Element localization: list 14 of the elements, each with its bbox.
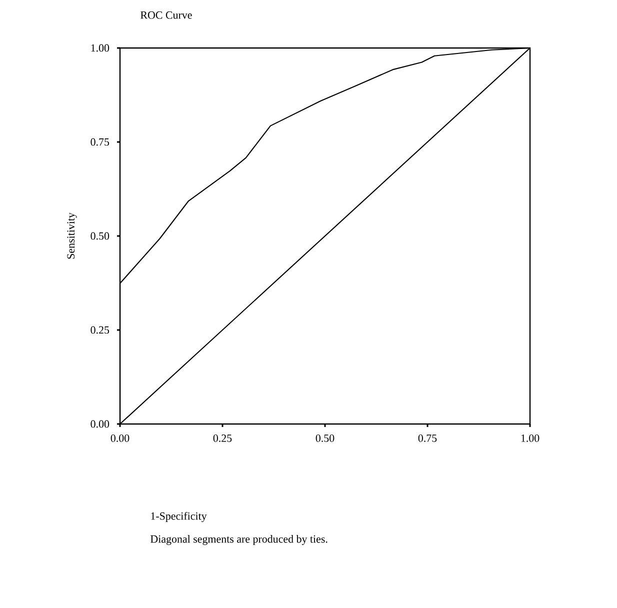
y-tick-label: 0.25 — [90, 326, 110, 334]
x-tick-label: 0.00 — [110, 434, 130, 442]
x-tick-label: 1.00 — [521, 434, 540, 442]
y-tick-label: 0.00 — [90, 420, 110, 428]
x-tick-label: 0.50 — [316, 434, 334, 442]
y-tick-label: 1.00 — [91, 44, 110, 52]
text: 1-Specificity — [151, 512, 207, 522]
x-tick-label: 0.25 — [213, 434, 232, 442]
chart-title: ROC Curve — [140, 11, 192, 19]
y-tick-label: 0.75 — [90, 138, 110, 146]
y-axis-title: Sensitivity — [67, 212, 77, 259]
x-tick-label: 0.75 — [418, 434, 437, 442]
text: Diagonal segments are produced by ties. — [150, 535, 328, 545]
y-tick-label: 0.50 — [90, 232, 110, 240]
